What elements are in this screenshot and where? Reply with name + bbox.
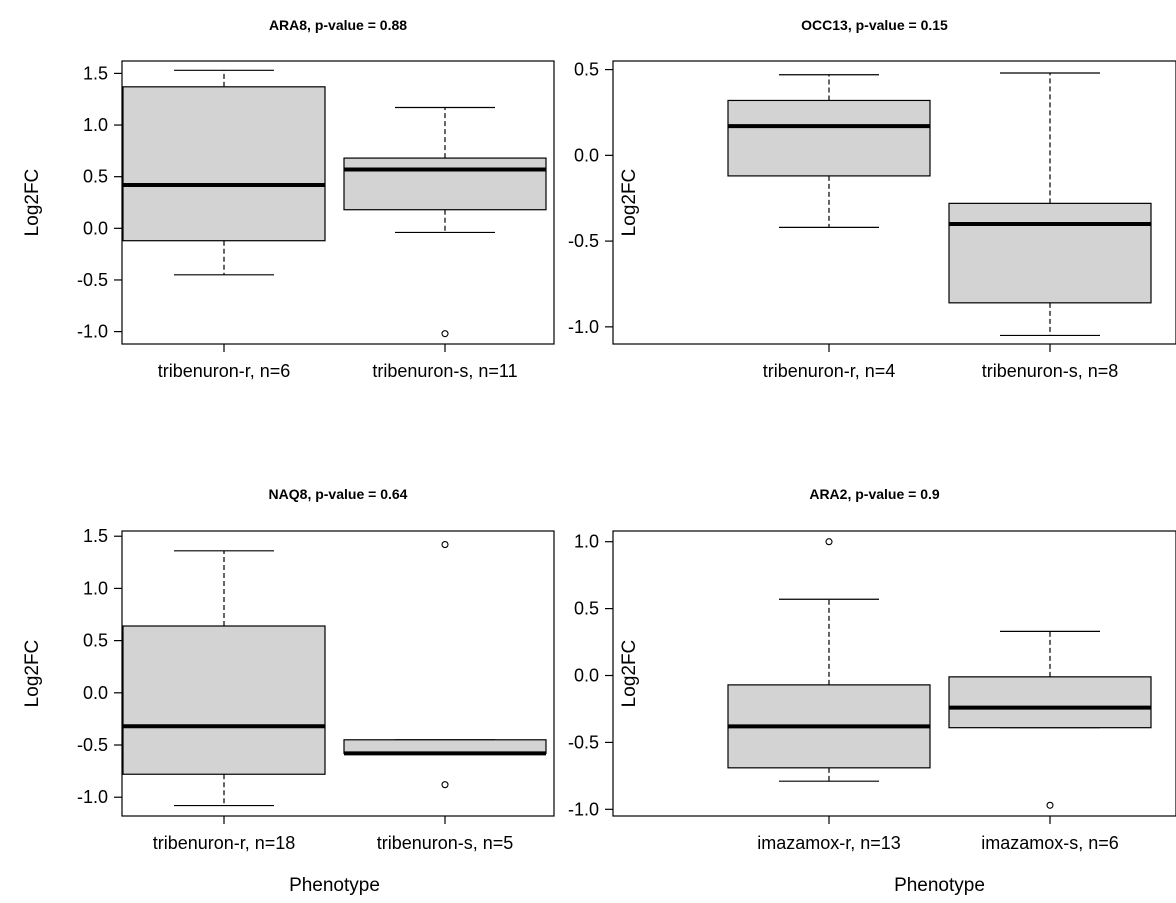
plot-frame <box>121 530 555 817</box>
chart-panel-1: ARA8, p-value = 0.88 1.5 1.0 0.5 0.0 -0.5 -1.0… <box>22 17 555 381</box>
plot-frame <box>612 60 1176 345</box>
y-axis-label: Log2FC <box>22 169 43 237</box>
box-group-1: tribenuron-r, n=6 <box>122 69 326 381</box>
box <box>122 86 326 242</box>
y-tick-label: 1.5 <box>83 63 108 83</box>
box <box>122 625 326 775</box>
y-tick-label: -1.0 <box>568 317 599 337</box>
y-tick-label: 1.5 <box>83 526 108 546</box>
chart-panel-4: ARA2, p-value = 0.9 1.0 0.5 0.0 -0.5 -1.0 Log2… <box>568 486 1176 896</box>
chart-title: ARA8, p-value = 0.88 <box>269 17 407 33</box>
y-axis-label: Log2FC <box>619 169 640 237</box>
outlier-point <box>825 538 833 546</box>
box <box>343 157 547 211</box>
y-tick-label: 0.0 <box>83 218 108 238</box>
x-tick-label: tribenuron-s, n=11 <box>372 361 517 381</box>
x-tick-label: tribenuron-r, n=4 <box>763 361 896 381</box>
y-tick-label: -0.5 <box>568 231 599 251</box>
y-tick-label: 0.0 <box>83 683 108 703</box>
x-tick-label: imazamox-s, n=6 <box>981 833 1119 853</box>
box-group-2: tribenuron-s, n=5 <box>343 541 547 853</box>
y-tick-label: 1.0 <box>574 532 599 552</box>
box <box>727 99 931 177</box>
y-tick-label: 0.5 <box>574 599 599 619</box>
x-axis-label: Phenotype <box>289 875 380 896</box>
plot-frame <box>612 530 1176 817</box>
box-group-1: imazamox-r, n=13 <box>727 538 931 853</box>
y-tick-label: 0.5 <box>83 167 108 187</box>
outlier-point <box>1046 801 1054 809</box>
chart-title: NAQ8, p-value = 0.64 <box>269 486 408 502</box>
box-group-1: tribenuron-r, n=18 <box>122 550 326 853</box>
box-group-2: imazamox-s, n=6 <box>948 630 1152 853</box>
box-group-2: tribenuron-s, n=8 <box>948 72 1152 381</box>
chart-title: OCC13, p-value = 0.15 <box>801 17 948 33</box>
y-tick-label: -1.0 <box>568 799 599 819</box>
box <box>948 676 1152 729</box>
x-axis-label: Phenotype <box>894 875 985 896</box>
chart-panel-2: OCC13, p-value = 0.15 0.5 0.0 -0.5 -1.0 Log2F… <box>568 17 1176 381</box>
y-tick-label: 1.0 <box>83 578 108 598</box>
y-axis-label: Log2FC <box>619 640 640 708</box>
y-tick-label: 1.0 <box>83 115 108 135</box>
chart-title: ARA2, p-value = 0.9 <box>809 486 940 502</box>
y-tick-label: -0.5 <box>568 732 599 752</box>
x-tick-label: tribenuron-r, n=18 <box>153 833 296 853</box>
plot-frame <box>121 60 555 345</box>
x-tick-label: tribenuron-r, n=6 <box>158 361 291 381</box>
y-tick-label: -0.5 <box>77 270 108 290</box>
y-tick-label: 0.5 <box>574 60 599 80</box>
y-tick-label: 0.5 <box>83 631 108 651</box>
box <box>948 202 1152 304</box>
x-tick-label: tribenuron-s, n=5 <box>377 833 514 853</box>
outlier-point <box>441 541 449 549</box>
box-group-1: tribenuron-r, n=4 <box>727 74 931 381</box>
outlier-point <box>441 330 449 338</box>
box-group-2: tribenuron-s, n=11 <box>343 106 547 381</box>
box <box>343 739 547 754</box>
x-tick-label: imazamox-r, n=13 <box>757 833 901 853</box>
outlier-point <box>441 781 449 789</box>
y-tick-label: 0.0 <box>574 666 599 686</box>
y-tick-label: 0.0 <box>574 145 599 165</box>
y-tick-label: -1.0 <box>77 322 108 342</box>
y-tick-label: -0.5 <box>77 735 108 755</box>
x-tick-label: tribenuron-s, n=8 <box>982 361 1119 381</box>
y-tick-label: -1.0 <box>77 787 108 807</box>
y-axis-label: Log2FC <box>22 640 43 708</box>
chart-panel-3: NAQ8, p-value = 0.64 1.5 1.0 0.5 0.0 -0.5 -1.0… <box>22 486 555 896</box>
